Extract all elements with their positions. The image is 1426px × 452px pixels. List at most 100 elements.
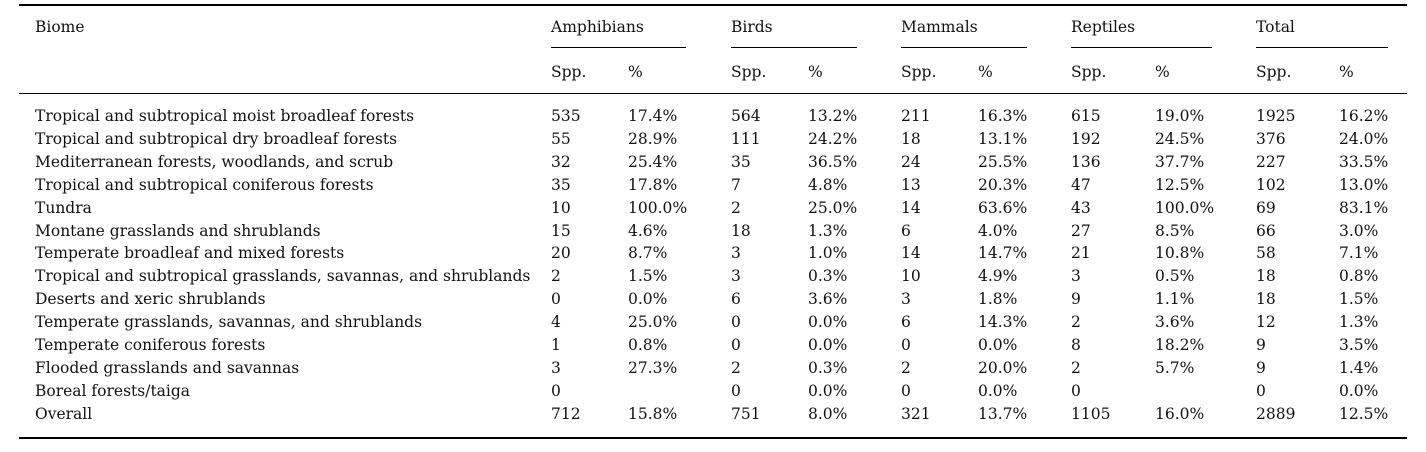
percent-cell: 12.5% <box>1339 404 1389 423</box>
percent-cell: 3.0% <box>1339 221 1379 240</box>
group-rule-reptiles <box>1071 47 1212 49</box>
biome-cell: Tropical and subtropical grasslands, sav… <box>35 267 531 286</box>
percent-cell: 0.0% <box>808 313 848 332</box>
percent-cell: 13.7% <box>978 404 1028 423</box>
species-count-cell: 535 <box>551 107 581 125</box>
percent-cell: 24.2% <box>808 129 858 148</box>
species-count-cell: 6 <box>901 313 911 332</box>
species-count-cell: 35 <box>551 175 571 194</box>
species-count-cell: 0 <box>1071 381 1081 400</box>
percent-cell: 0.0% <box>808 336 848 354</box>
percent-cell: 100.0% <box>628 198 688 217</box>
species-count-cell: 12 <box>1256 313 1276 332</box>
species-count-cell: 8 <box>1071 336 1081 354</box>
percent-cell: 8.5% <box>1155 221 1195 240</box>
species-count-cell: 2 <box>551 267 561 286</box>
subheader-spp: Spp. <box>731 63 767 81</box>
header-biome: Biome <box>35 18 85 36</box>
species-count-cell: 111 <box>731 129 761 148</box>
percent-cell: 16.2% <box>1339 107 1389 125</box>
percent-cell: 1.3% <box>808 221 848 240</box>
percent-cell: 17.4% <box>628 107 678 125</box>
percent-cell: 5.7% <box>1155 358 1195 377</box>
species-count-cell: 376 <box>1256 129 1286 148</box>
species-count-cell: 136 <box>1071 152 1101 171</box>
species-count-cell: 6 <box>731 290 741 309</box>
species-count-cell: 1 <box>551 336 561 354</box>
species-count-cell: 9 <box>1256 358 1266 377</box>
species-count-cell: 192 <box>1071 129 1101 148</box>
biome-cell: Tundra <box>35 198 92 217</box>
species-count-cell: 18 <box>1256 290 1276 309</box>
header-group-birds: Birds <box>731 18 773 36</box>
percent-cell: 63.6% <box>978 198 1028 217</box>
species-count-cell: 0 <box>731 336 741 354</box>
species-count-cell: 14 <box>901 198 921 217</box>
biome-cell: Temperate coniferous forests <box>35 336 266 354</box>
species-count-cell: 10 <box>551 198 571 217</box>
subheader-spp: Spp. <box>551 63 587 81</box>
percent-cell: 25.5% <box>978 152 1028 171</box>
species-count-cell: 227 <box>1256 152 1286 171</box>
percent-cell: 13.0% <box>1339 175 1389 194</box>
biome-cell: Overall <box>35 404 93 423</box>
percent-cell: 13.1% <box>978 129 1028 148</box>
species-count-cell: 2889 <box>1256 404 1296 423</box>
species-count-cell: 2 <box>731 198 741 217</box>
species-count-cell: 32 <box>551 152 571 171</box>
subheader-percent: % <box>808 63 823 81</box>
species-count-cell: 9 <box>1071 290 1081 309</box>
species-count-cell: 0 <box>731 313 741 332</box>
percent-cell: 19.0% <box>1155 107 1205 125</box>
species-count-cell: 14 <box>901 244 921 263</box>
percent-cell: 1.1% <box>1155 290 1195 309</box>
species-count-cell: 0 <box>551 290 561 309</box>
percent-cell: 1.3% <box>1339 313 1379 332</box>
species-count-cell: 0 <box>731 381 741 400</box>
biome-cell: Temperate grasslands, savannas, and shru… <box>35 313 423 332</box>
percent-cell: 33.5% <box>1339 152 1389 171</box>
percent-cell: 3.6% <box>1155 313 1195 332</box>
percent-cell: 25.4% <box>628 152 678 171</box>
percent-cell: 100.0% <box>1155 198 1215 217</box>
percent-cell: 1.0% <box>808 244 848 263</box>
subheader-spp: Spp. <box>1256 63 1292 81</box>
species-count-cell: 3 <box>731 244 741 263</box>
percent-cell: 4.0% <box>978 221 1018 240</box>
percent-cell: 3.6% <box>808 290 848 309</box>
percent-cell: 36.5% <box>808 152 858 171</box>
species-count-cell: 1105 <box>1071 404 1111 423</box>
subheader-percent: % <box>1339 63 1354 81</box>
species-count-cell: 2 <box>1071 313 1081 332</box>
species-count-cell: 0 <box>1256 381 1266 400</box>
percent-cell: 0.5% <box>1155 267 1195 286</box>
subheader-percent: % <box>978 63 993 81</box>
percent-cell: 18.2% <box>1155 336 1205 354</box>
species-count-cell: 615 <box>1071 107 1101 125</box>
percent-cell: 17.8% <box>628 175 678 194</box>
percent-cell: 10.8% <box>1155 244 1205 263</box>
percent-cell: 27.3% <box>628 358 678 377</box>
percent-cell: 15.8% <box>628 404 678 423</box>
percent-cell: 0.8% <box>628 336 668 354</box>
group-rule-amphibians <box>551 47 686 49</box>
species-count-cell: 9 <box>1256 336 1266 354</box>
percent-cell: 0.3% <box>808 358 848 377</box>
species-count-cell: 20 <box>551 244 571 263</box>
species-count-cell: 35 <box>731 152 751 171</box>
biome-cell: Montane grasslands and shrublands <box>35 221 321 240</box>
species-count-cell: 6 <box>901 221 911 240</box>
percent-cell: 25.0% <box>628 313 678 332</box>
percent-cell: 4.8% <box>808 175 848 194</box>
percent-cell: 25.0% <box>808 198 858 217</box>
percent-cell: 1.5% <box>1339 290 1379 309</box>
species-count-cell: 2 <box>731 358 741 377</box>
percent-cell: 4.9% <box>978 267 1018 286</box>
species-count-cell: 43 <box>1071 198 1091 217</box>
percent-cell: 0.0% <box>1339 381 1379 400</box>
percent-cell: 16.0% <box>1155 404 1205 423</box>
header-group-reptiles: Reptiles <box>1071 18 1136 36</box>
species-count-cell: 751 <box>731 404 761 423</box>
header-rule <box>19 93 1407 94</box>
species-count-cell: 18 <box>731 221 751 240</box>
